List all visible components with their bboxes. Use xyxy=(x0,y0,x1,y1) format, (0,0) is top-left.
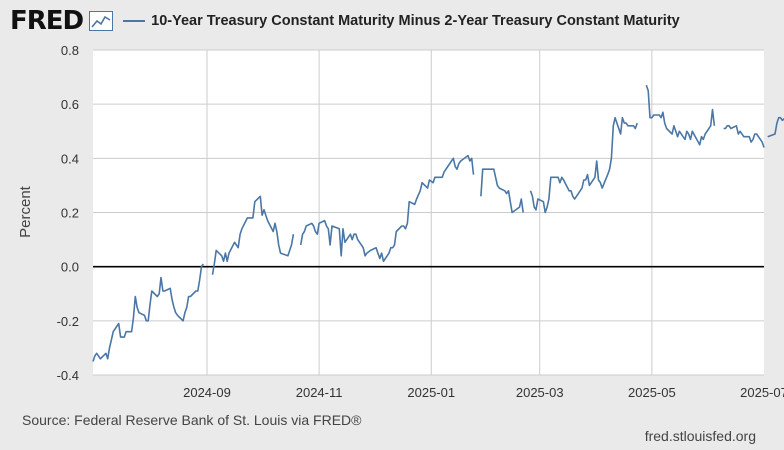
series-line xyxy=(480,168,524,214)
source-note: Source: Federal Reserve Bank of St. Loui… xyxy=(22,412,362,428)
series-line xyxy=(767,116,784,138)
series-line xyxy=(723,125,765,148)
series-line xyxy=(645,84,716,146)
y-tick-label: 0.6 xyxy=(61,97,79,112)
line-chart-icon xyxy=(89,11,114,31)
y-tick-label: 0.8 xyxy=(61,43,79,58)
y-tick-label: -0.4 xyxy=(57,368,79,383)
x-tick-label: 2025-01 xyxy=(407,385,455,400)
series-line xyxy=(529,116,638,214)
y-tick-label: 0.0 xyxy=(61,260,79,275)
y-tick-label: 0.4 xyxy=(61,151,79,166)
y-axis-label: Percent xyxy=(17,185,34,238)
x-tick-label: 2025-05 xyxy=(628,385,676,400)
series-line xyxy=(299,154,475,263)
x-tick-label: 2025-07 xyxy=(740,385,784,400)
x-tick-label: 2024-09 xyxy=(183,385,231,400)
fred-logo[interactable]: FRED xyxy=(10,6,84,36)
x-tick-label: 2024-11 xyxy=(296,385,343,400)
series-line xyxy=(211,195,295,275)
y-tick-label: 0.2 xyxy=(61,206,79,221)
y-tick-label: -0.2 xyxy=(57,314,79,329)
series-line xyxy=(92,263,204,362)
source-url[interactable]: fred.stlouisfed.org xyxy=(644,428,756,444)
chart-header: FRED 10-Year Treasury Constant Maturity … xyxy=(10,6,680,36)
legend-swatch xyxy=(123,20,146,22)
series-title[interactable]: 10-Year Treasury Constant Maturity Minus… xyxy=(151,13,680,29)
x-tick-label: 2025-03 xyxy=(516,385,564,400)
